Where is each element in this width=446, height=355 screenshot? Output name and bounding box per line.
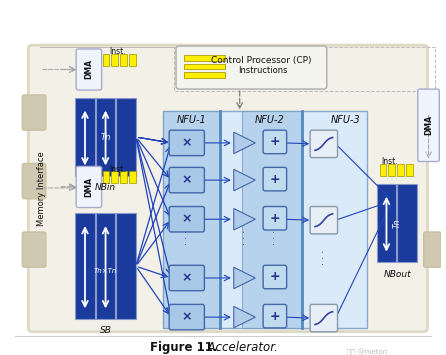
FancyBboxPatch shape [263, 207, 287, 230]
FancyBboxPatch shape [310, 207, 338, 234]
Polygon shape [234, 306, 255, 328]
Text: ×: × [182, 311, 192, 324]
Text: DMA: DMA [84, 60, 93, 80]
Text: Accelerator.: Accelerator. [201, 341, 278, 354]
FancyBboxPatch shape [28, 45, 428, 332]
Polygon shape [234, 267, 255, 289]
FancyBboxPatch shape [263, 130, 287, 154]
Bar [163, 111, 220, 328]
FancyBboxPatch shape [169, 265, 204, 291]
Bar [406, 164, 413, 176]
Bar [75, 98, 95, 176]
Bar [116, 98, 136, 176]
Text: SB: SB [99, 326, 112, 335]
Text: +: + [269, 135, 280, 148]
Text: ×: × [182, 272, 192, 284]
Text: +: + [269, 271, 280, 284]
Text: Inst.: Inst. [382, 157, 398, 166]
Text: · · ·: · · · [182, 230, 192, 245]
Text: ×: × [182, 213, 192, 226]
Text: Tn: Tn [100, 132, 111, 142]
FancyBboxPatch shape [424, 232, 441, 267]
Polygon shape [234, 208, 255, 230]
Text: NFU-2: NFU-2 [255, 115, 285, 125]
FancyBboxPatch shape [310, 130, 338, 158]
Bar [242, 111, 302, 328]
Bar [163, 111, 367, 328]
Bar [103, 171, 109, 183]
Text: +: + [269, 173, 280, 186]
Text: ×: × [182, 174, 192, 187]
Bar [397, 164, 404, 176]
FancyBboxPatch shape [310, 304, 338, 332]
Bar [388, 164, 395, 176]
Text: Figure 11.: Figure 11. [149, 341, 217, 354]
Bar [120, 54, 127, 66]
Text: Inst.: Inst. [109, 47, 126, 56]
Bar [75, 213, 95, 319]
Text: · · ·: · · · [240, 230, 249, 245]
FancyBboxPatch shape [76, 166, 102, 208]
Bar [96, 98, 116, 176]
Bar [129, 54, 136, 66]
Text: DMA: DMA [84, 177, 93, 197]
Text: +: + [269, 212, 280, 225]
Text: +: + [269, 310, 280, 323]
Text: Tn: Tn [393, 218, 402, 228]
Bar [116, 213, 136, 319]
Bar [120, 171, 127, 183]
Bar [103, 54, 109, 66]
FancyBboxPatch shape [263, 304, 287, 328]
Text: NBin: NBin [95, 184, 116, 192]
FancyBboxPatch shape [418, 89, 439, 162]
Bar [184, 55, 225, 61]
FancyBboxPatch shape [22, 163, 46, 199]
Bar [397, 184, 417, 262]
Polygon shape [234, 169, 255, 191]
FancyBboxPatch shape [169, 207, 204, 232]
FancyBboxPatch shape [263, 167, 287, 191]
Bar [377, 184, 396, 262]
FancyBboxPatch shape [169, 167, 204, 193]
Text: DMA: DMA [424, 115, 433, 135]
Text: Instructions: Instructions [238, 66, 287, 75]
Text: · · ·: · · · [319, 250, 329, 265]
FancyBboxPatch shape [76, 49, 102, 90]
Text: 知乎 @meton: 知乎 @meton [347, 349, 387, 355]
Text: NFU-3: NFU-3 [330, 115, 360, 125]
Bar [112, 54, 118, 66]
Bar [380, 164, 386, 176]
Text: ×: × [182, 136, 192, 149]
FancyBboxPatch shape [22, 95, 46, 130]
Text: Memory Interface: Memory Interface [37, 151, 46, 226]
Text: Tn×Tn: Tn×Tn [94, 268, 117, 274]
FancyBboxPatch shape [22, 232, 46, 267]
Text: · · ·: · · · [270, 230, 280, 245]
FancyBboxPatch shape [169, 304, 204, 330]
Bar [184, 72, 225, 78]
Text: Inst.: Inst. [109, 165, 126, 174]
FancyBboxPatch shape [176, 46, 327, 89]
Bar [129, 171, 136, 183]
Bar [96, 213, 116, 319]
Bar [184, 64, 225, 70]
Text: NBout: NBout [384, 269, 411, 279]
Polygon shape [234, 132, 255, 154]
FancyBboxPatch shape [263, 265, 287, 289]
Bar [112, 171, 118, 183]
FancyBboxPatch shape [169, 130, 204, 155]
Text: Control Processor (CP): Control Processor (CP) [211, 56, 311, 65]
Text: NFU-1: NFU-1 [177, 115, 206, 125]
